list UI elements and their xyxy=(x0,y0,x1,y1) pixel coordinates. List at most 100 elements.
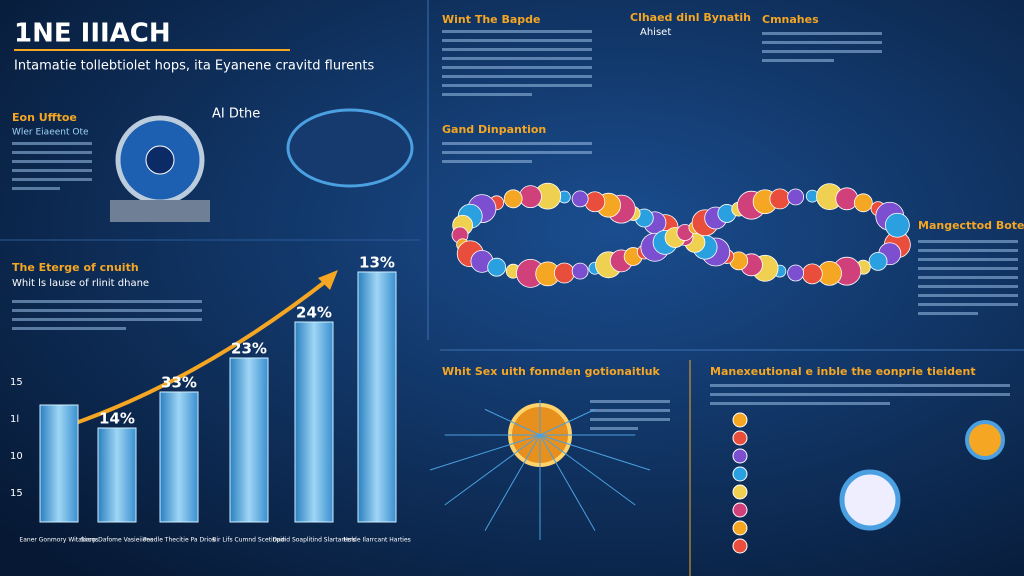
icon xyxy=(787,264,805,282)
network-line xyxy=(484,408,541,436)
subheading: Wler Eiaeent Ote xyxy=(12,128,89,138)
heading: Whit Sex uith fonnden gotionaitluk xyxy=(442,365,661,378)
icon xyxy=(801,263,823,285)
text-line xyxy=(762,41,882,44)
network-line xyxy=(539,434,651,471)
network-line xyxy=(484,434,541,531)
hub-icon xyxy=(839,469,901,531)
icon xyxy=(787,188,805,206)
text-line xyxy=(590,427,638,430)
icon xyxy=(519,185,542,209)
text-line xyxy=(12,187,60,190)
text-line xyxy=(442,75,592,78)
title: 1NE IIIACH xyxy=(14,19,171,49)
node-icon xyxy=(732,412,748,428)
text-line xyxy=(918,285,1018,288)
text-line xyxy=(12,151,92,154)
axis-label: 10 xyxy=(10,451,23,462)
icon xyxy=(884,212,910,238)
bar-label: 14% xyxy=(99,410,135,428)
text-line xyxy=(12,160,92,163)
node-icon xyxy=(732,538,748,554)
text-line xyxy=(762,59,834,62)
icon xyxy=(571,190,589,208)
bar-label: 13% xyxy=(359,254,395,272)
icon xyxy=(853,193,873,213)
text-line xyxy=(442,160,532,163)
network-line xyxy=(539,434,636,506)
text-line xyxy=(918,303,1018,306)
heading: Gand Dinpantion xyxy=(442,123,546,136)
category-label: Holde Ilarrcant Harties xyxy=(343,537,411,544)
text-line xyxy=(590,400,670,403)
text-line xyxy=(12,178,92,181)
node-icon xyxy=(732,502,748,518)
heading: Eon Ufftoe xyxy=(12,111,77,124)
text-line xyxy=(442,48,592,51)
heading: Manexeutional e inble the eonprie tieide… xyxy=(710,365,976,378)
text-line xyxy=(918,258,1018,261)
text-line xyxy=(918,312,978,315)
text-line xyxy=(918,276,1018,279)
dish xyxy=(286,108,414,188)
bar-label: 23% xyxy=(231,340,267,358)
bar-label: 24% xyxy=(296,304,332,322)
heading: The Eterge of cnuith xyxy=(12,261,139,274)
category-label: Poedle Thecitie Pa Drios xyxy=(143,537,215,544)
text-line xyxy=(12,169,92,172)
icon xyxy=(769,188,791,210)
node-icon xyxy=(732,448,748,464)
bar xyxy=(229,357,269,523)
growth-arrow xyxy=(69,276,332,427)
subtitle: Intamatie tollebtiolet hops, ita Eyanene… xyxy=(14,59,374,74)
network-line xyxy=(444,434,541,506)
arrow-head xyxy=(318,270,338,290)
badge: AI Dthe xyxy=(212,107,260,122)
text-line xyxy=(12,318,202,321)
node-icon xyxy=(732,430,748,446)
text-line xyxy=(442,57,592,60)
text-line xyxy=(442,39,592,42)
network-line xyxy=(539,434,596,531)
text-line xyxy=(442,93,532,96)
text-line xyxy=(12,300,202,303)
bar xyxy=(39,404,79,523)
icon xyxy=(553,262,575,284)
text-line xyxy=(442,66,592,69)
subheading: Ahiset xyxy=(640,27,671,38)
network-line xyxy=(539,408,596,436)
axis-label: 1l xyxy=(10,414,19,425)
text-line xyxy=(918,267,1018,270)
node-icon xyxy=(732,520,748,536)
icon xyxy=(503,189,523,209)
heading: Cmnahes xyxy=(762,13,819,26)
category-label: Eaner Gonmory Witabrons xyxy=(19,537,98,544)
text-line xyxy=(918,249,1018,252)
bar xyxy=(294,321,334,523)
text-line xyxy=(442,84,592,87)
bar xyxy=(159,391,199,523)
gear-core xyxy=(145,145,175,175)
node-icon xyxy=(732,484,748,500)
bar-label: 33% xyxy=(161,374,197,392)
category-label: Siarp Dafome Vasieiioes xyxy=(81,537,153,544)
network-line xyxy=(429,434,541,471)
text-line xyxy=(710,402,890,405)
icon xyxy=(835,187,859,211)
icon xyxy=(571,262,589,280)
node-icon xyxy=(732,466,748,482)
heading: Mangecttod Boted tadvides xyxy=(918,219,1024,232)
pedestal xyxy=(110,200,210,222)
bar xyxy=(97,427,137,523)
text-line xyxy=(762,50,882,53)
text-line xyxy=(762,32,882,35)
icon xyxy=(868,251,888,271)
axis-label: 15 xyxy=(10,377,23,388)
text-line xyxy=(442,30,592,33)
text-line xyxy=(710,384,1010,387)
icon xyxy=(487,257,507,277)
text-line xyxy=(918,294,1018,297)
bar xyxy=(357,271,397,523)
text-line xyxy=(12,142,92,145)
